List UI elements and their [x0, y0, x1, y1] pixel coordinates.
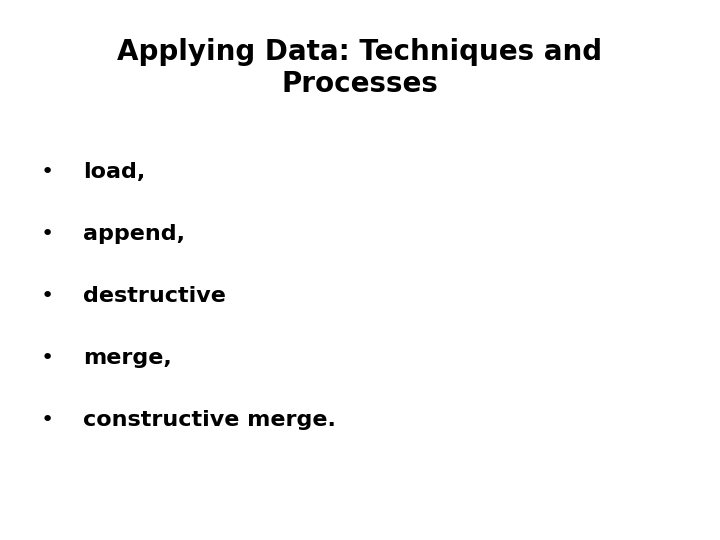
Text: •: •	[40, 224, 53, 244]
Text: destructive: destructive	[83, 286, 225, 306]
Text: load,: load,	[83, 162, 145, 182]
Text: •: •	[40, 286, 53, 306]
Text: append,: append,	[83, 224, 185, 244]
Text: merge,: merge,	[83, 348, 171, 368]
Text: •: •	[40, 410, 53, 430]
Text: •: •	[40, 162, 53, 182]
Text: constructive merge.: constructive merge.	[83, 410, 336, 430]
Text: •: •	[40, 348, 53, 368]
Text: Applying Data: Techniques and
Processes: Applying Data: Techniques and Processes	[117, 38, 603, 98]
